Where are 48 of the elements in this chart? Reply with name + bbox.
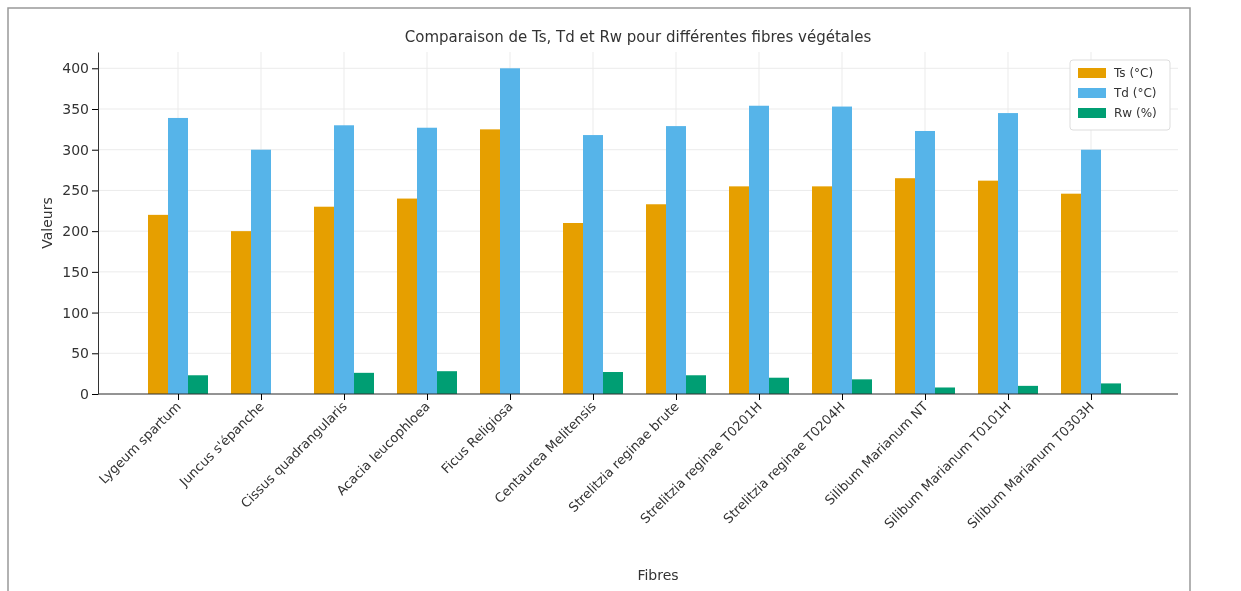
legend-label: Ts (°C) <box>1113 66 1154 80</box>
bar <box>686 375 706 394</box>
bar <box>188 375 208 394</box>
bar <box>812 186 832 394</box>
x-axis-title: Fibres <box>637 567 679 583</box>
y-tick-label: 100 <box>62 304 89 321</box>
bar <box>646 204 666 394</box>
bar <box>603 372 623 394</box>
y-tick-label: 350 <box>62 100 89 117</box>
y-tick-label: 150 <box>62 263 89 280</box>
bar <box>769 377 789 394</box>
bar <box>1061 193 1081 394</box>
bar <box>314 206 334 394</box>
bar <box>251 149 271 394</box>
bar <box>915 130 935 394</box>
y-tick-label: 50 <box>71 345 89 362</box>
legend-label: Td (°C) <box>1113 86 1157 100</box>
bar <box>832 106 852 394</box>
bar <box>437 371 457 394</box>
bar <box>583 135 603 394</box>
y-tick-label: 250 <box>62 182 89 199</box>
bar <box>749 105 769 394</box>
bar <box>978 180 998 394</box>
bar <box>500 68 520 394</box>
bar <box>354 372 374 394</box>
bar <box>852 379 872 394</box>
chart-title: Comparaison de Ts, Td et Rw pour différentes fibres végétales <box>404 28 872 46</box>
bar <box>231 231 251 394</box>
y-axis-title: Valeurs <box>39 197 55 249</box>
y-tick-label: 400 <box>62 60 89 77</box>
bar <box>1101 383 1121 394</box>
y-tick-label: 300 <box>62 141 89 158</box>
legend-label: Rw (%) <box>1114 106 1157 120</box>
bar <box>1081 149 1101 394</box>
bar <box>148 214 168 394</box>
bar <box>563 223 583 394</box>
bar <box>480 129 500 394</box>
bar <box>334 125 354 394</box>
bar <box>168 117 188 394</box>
bar <box>397 198 417 394</box>
bar <box>417 127 437 394</box>
bar <box>998 113 1018 394</box>
y-tick-label: 200 <box>62 223 89 240</box>
bar <box>935 387 955 394</box>
bar <box>729 186 749 394</box>
bar <box>895 178 915 394</box>
bar <box>666 126 686 394</box>
y-tick-label: 0 <box>80 385 89 402</box>
